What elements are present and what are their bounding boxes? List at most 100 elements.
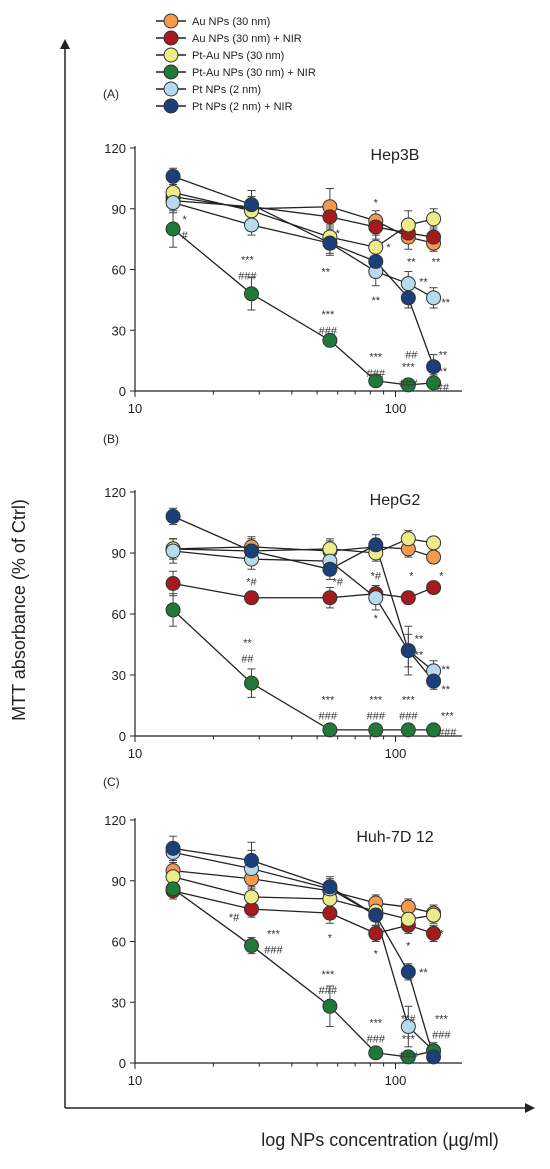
data-point [400, 276, 416, 292]
significance-mark: *** [402, 1034, 416, 1046]
significance-mark: *** [402, 362, 416, 374]
data-point [243, 938, 259, 954]
series-line [173, 200, 434, 238]
data-point [368, 925, 384, 941]
data-point [165, 508, 181, 524]
significance-mark: **# [401, 1013, 417, 1025]
series-lines [169, 167, 438, 392]
significance-mark: *** [267, 928, 281, 940]
legend-label: Au NPs (30 nm) + NIR [192, 33, 302, 45]
data-point [322, 590, 338, 606]
significance-mark: ### [367, 1034, 386, 1046]
annotations: *# *#*#** ***********##***###***###***### *… [241, 570, 457, 739]
series-lines [169, 507, 438, 735]
significance-mark: *** [369, 694, 383, 706]
x-tick-label: 10 [128, 401, 142, 416]
data-point [426, 290, 442, 306]
series-line [172, 550, 434, 672]
data-point [400, 722, 416, 738]
legend: Au NPs (30 nm) Au NPs (30 nm) + NIR Pt-Au … [156, 13, 316, 114]
y-tick-label: 120 [104, 813, 126, 828]
data-point [400, 217, 416, 233]
panel-title: Huh-7D 12 [356, 829, 433, 846]
legend-marker [163, 13, 179, 29]
significance-mark: # [182, 230, 189, 242]
data-point [243, 217, 259, 233]
significance-mark: ### [264, 945, 283, 957]
data-point [400, 643, 416, 659]
data-point [165, 881, 181, 897]
significance-mark: ** [439, 366, 448, 378]
significance-mark: ** [322, 267, 331, 279]
data-point [426, 535, 442, 551]
data-point [368, 1045, 384, 1061]
annotations: *#***###******###****** *********#####***… [182, 198, 451, 394]
data-point [368, 373, 384, 389]
y-tick-label: 120 [104, 485, 126, 500]
data-point [243, 197, 259, 213]
x-axis-title: log NPs concentration (µg/ml) [261, 1130, 498, 1150]
data-point [165, 195, 181, 211]
significance-mark: ** [439, 350, 448, 362]
data-point [243, 543, 259, 559]
series-markers [165, 840, 442, 1065]
significance-mark: ## [437, 382, 450, 394]
significance-mark: ### [367, 711, 386, 723]
data-point [426, 211, 442, 227]
significance-mark: * [386, 242, 391, 254]
series-line [172, 869, 434, 914]
x-tick-label: 100 [385, 401, 407, 416]
data-point [400, 290, 416, 306]
significance-mark: *** [321, 309, 335, 321]
data-point [243, 590, 259, 606]
series-line [172, 888, 434, 1058]
legend-label: Pt NPs (2 nm) [192, 84, 261, 96]
series-line [172, 876, 434, 920]
data-point [243, 286, 259, 302]
data-point [426, 907, 442, 923]
data-point [322, 561, 338, 577]
data-point [368, 590, 384, 606]
y-tick-label: 0 [119, 729, 126, 744]
y-tick-label: 30 [112, 995, 126, 1010]
data-point [426, 359, 442, 375]
significance-mark: ### [399, 1050, 418, 1062]
significance-mark: ### [319, 985, 338, 997]
data-point [368, 537, 384, 553]
data-point [368, 253, 384, 269]
significance-mark: ** [442, 297, 451, 309]
x-tick-label: 10 [128, 1073, 142, 1088]
significance-mark: ### [399, 711, 418, 723]
data-point [426, 229, 442, 245]
significance-mark: ### [238, 271, 257, 283]
legend-label: Au NPs (30 nm) [192, 16, 270, 28]
data-point [165, 221, 181, 237]
y-tick-label: 60 [112, 935, 126, 950]
significance-mark: * [439, 928, 444, 940]
legend-item: Pt NPs (2 nm) [156, 81, 261, 97]
legend-item: Au NPs (30 nm) [156, 13, 270, 29]
panel-label: (A) [103, 87, 119, 101]
significance-mark: * [182, 214, 187, 226]
significance-mark: *# [371, 570, 382, 582]
panel-title: Hep3B [371, 147, 420, 164]
data-point [400, 1019, 416, 1035]
series-markers [165, 508, 442, 738]
y-tick-label: 90 [112, 202, 126, 217]
significance-mark: ** [442, 684, 451, 696]
significance-mark: ** [371, 295, 380, 307]
legend-item: Pt NPs (2 nm) + NIR [156, 98, 293, 114]
significance-mark: ** [432, 256, 441, 268]
significance-mark: *** [321, 969, 335, 981]
panel-label: (B) [103, 432, 119, 446]
data-point [400, 1049, 416, 1065]
significance-mark: * [336, 228, 341, 240]
significance-mark: ## [405, 350, 418, 362]
data-point [426, 722, 442, 738]
significance-mark: ** [415, 633, 424, 645]
data-point [322, 998, 338, 1014]
data-point [243, 675, 259, 691]
significance-mark: *** [441, 711, 455, 723]
series-line [172, 191, 434, 248]
